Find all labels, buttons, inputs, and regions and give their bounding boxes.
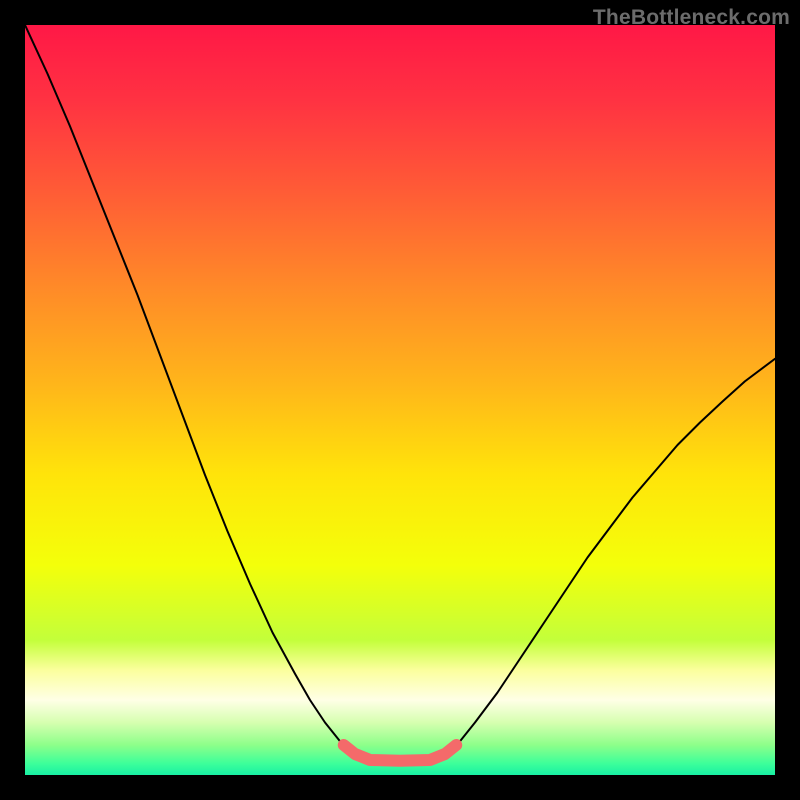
chart-svg [25,25,775,775]
chart-container: TheBottleneck.com [0,0,800,800]
gradient-background [25,25,775,775]
plot-area [25,25,775,775]
watermark-text: TheBottleneck.com [593,6,790,30]
